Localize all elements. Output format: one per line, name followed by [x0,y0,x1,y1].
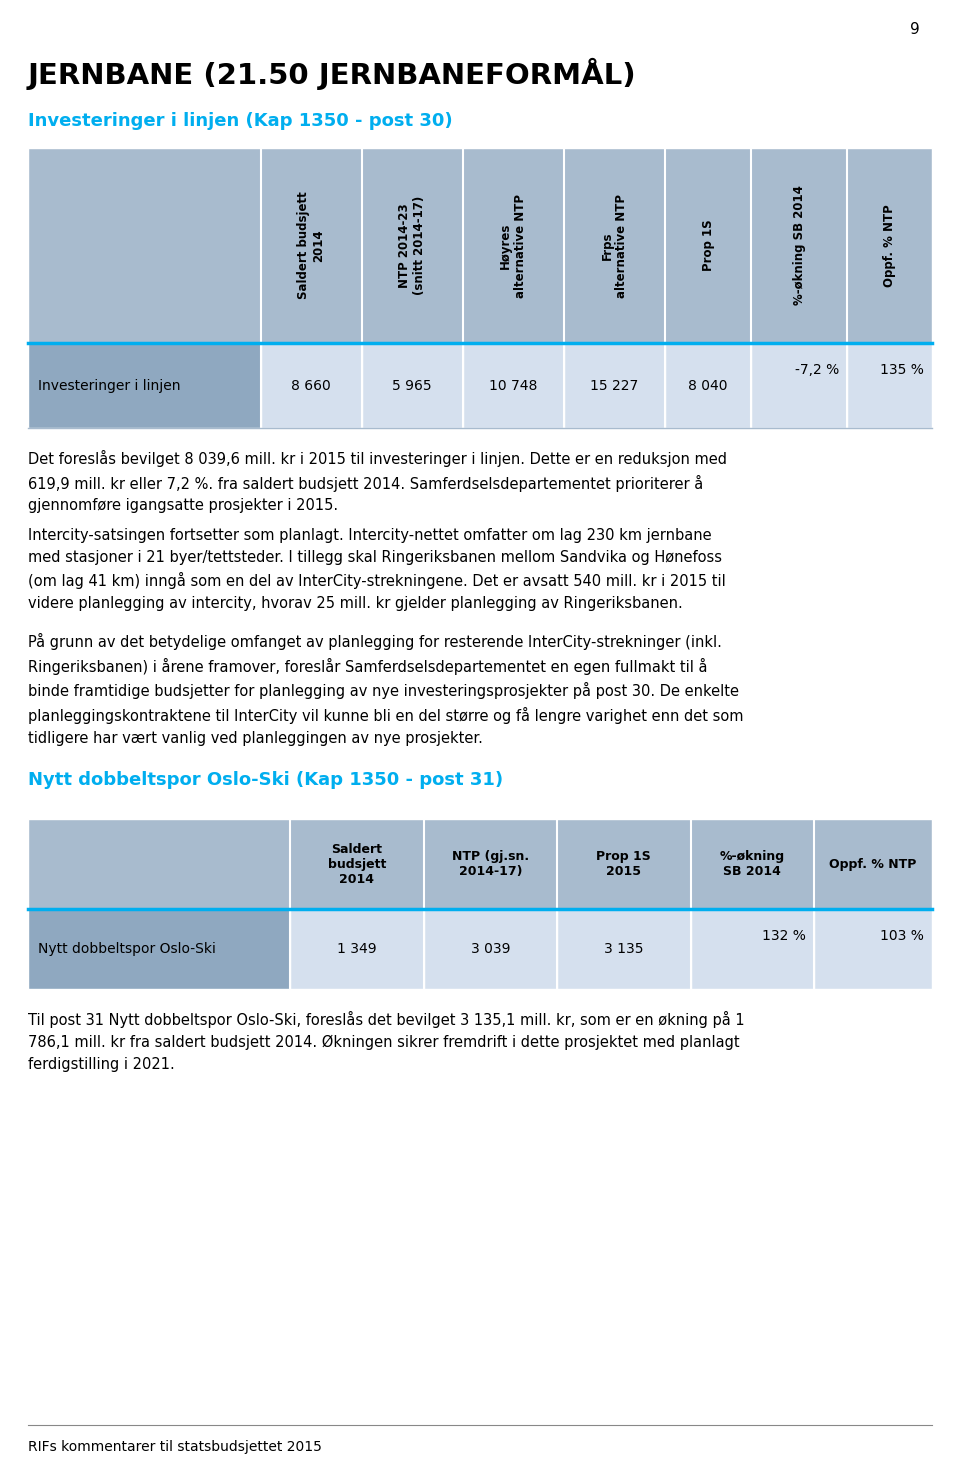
Text: %-økning SB 2014: %-økning SB 2014 [793,185,805,306]
Text: 135 %: 135 % [880,363,924,377]
Text: %-økning
SB 2014: %-økning SB 2014 [720,850,784,878]
Text: JERNBANE (21.50 JERNBANEFORMÅL): JERNBANE (21.50 JERNBANEFORMÅL) [28,57,636,90]
Text: 3 135: 3 135 [604,941,643,956]
Text: NTP (gj.sn.
2014-17): NTP (gj.sn. 2014-17) [452,850,529,878]
Text: Det foreslås bevilget 8 039,6 mill. kr i 2015 til investeringer i linjen. Dette : Det foreslås bevilget 8 039,6 mill. kr i… [28,450,727,513]
Bar [463,343,564,428]
Bar [814,909,932,989]
Text: Høyres
alternative NTP: Høyres alternative NTP [499,194,527,297]
Bar [260,343,362,428]
Bar [690,909,814,989]
Text: Til post 31 Nytt dobbeltspor Oslo-Ski, foreslås det bevilget 3 135,1 mill. kr, s: Til post 31 Nytt dobbeltspor Oslo-Ski, f… [28,1011,745,1072]
Text: Investeringer i linjen: Investeringer i linjen [38,378,180,393]
Text: 10 748: 10 748 [490,378,538,393]
Bar [28,149,932,343]
Text: 132 %: 132 % [762,930,805,943]
Text: På grunn av det betydelige omfanget av planlegging for resterende InterCity-stre: På grunn av det betydelige omfanget av p… [28,633,743,746]
Bar [665,343,751,428]
Bar [557,909,690,989]
Text: Saldert budsjett
2014: Saldert budsjett 2014 [298,191,325,300]
Bar [751,343,847,428]
Bar [28,343,260,428]
Text: 9: 9 [910,22,920,37]
Text: 103 %: 103 % [880,930,924,943]
Text: Investeringer i linjen (Kap 1350 - post 30): Investeringer i linjen (Kap 1350 - post … [28,112,452,129]
Text: -7,2 %: -7,2 % [795,363,839,377]
Text: Prop 1S
2015: Prop 1S 2015 [596,850,651,878]
Text: 8 660: 8 660 [291,378,331,393]
Text: Frps
alternative NTP: Frps alternative NTP [601,194,629,297]
Text: Prop 1S: Prop 1S [702,219,714,271]
Bar [847,343,932,428]
Text: 1 349: 1 349 [337,941,376,956]
Bar [362,343,463,428]
Text: 5 965: 5 965 [393,378,432,393]
Text: 3 039: 3 039 [470,941,510,956]
Text: Oppf. % NTP: Oppf. % NTP [883,204,896,287]
Text: 8 040: 8 040 [688,378,728,393]
Text: Intercity-satsingen fortsetter som planlagt. Intercity-nettet omfatter om lag 23: Intercity-satsingen fortsetter som planl… [28,528,726,610]
Bar [564,343,665,428]
Bar [28,819,932,909]
Bar [290,909,423,989]
Bar [28,909,290,989]
Text: Nytt dobbeltspor Oslo-Ski: Nytt dobbeltspor Oslo-Ski [38,941,216,956]
Text: NTP 2014-23
(snitt 2014-17): NTP 2014-23 (snitt 2014-17) [398,196,426,296]
Text: 15 227: 15 227 [590,378,638,393]
Text: Nytt dobbeltspor Oslo-Ski (Kap 1350 - post 31): Nytt dobbeltspor Oslo-Ski (Kap 1350 - po… [28,771,503,788]
Text: Oppf. % NTP: Oppf. % NTP [829,858,917,871]
Text: RIFs kommentarer til statsbudsjettet 2015: RIFs kommentarer til statsbudsjettet 201… [28,1440,322,1453]
Bar [423,909,557,989]
Text: Saldert
budsjett
2014: Saldert budsjett 2014 [327,843,386,886]
